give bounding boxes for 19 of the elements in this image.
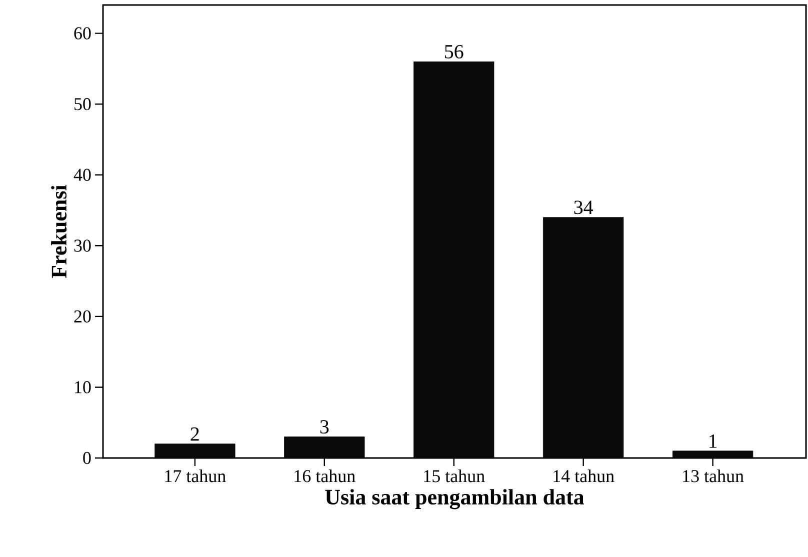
data-label: 1 <box>710 434 717 448</box>
x-tick-label: 16 tahun <box>294 470 356 482</box>
y-tick-label: 40 <box>74 168 91 181</box>
x-tick-label: 14 tahun <box>554 470 614 482</box>
y-tick-label: 10 <box>75 381 91 394</box>
y-axis-title: Frekuensi <box>51 184 67 278</box>
x-tick-label: 17 tahun <box>165 470 226 482</box>
y-tick-label: 60 <box>74 27 91 40</box>
x-tick-label: 13 tahun <box>683 470 744 482</box>
y-tick-label: 20 <box>74 310 91 323</box>
data-label: 56 <box>445 44 464 58</box>
data-label: 3 <box>320 420 329 434</box>
data-label: 2 <box>190 427 199 441</box>
x-tick-label: 15 tahun <box>424 470 485 482</box>
y-tick-label: 30 <box>74 240 91 252</box>
y-tick-label: 0 <box>83 452 91 464</box>
x-axis-title: Usia saat pengambilan data <box>325 489 584 510</box>
y-tick-label: 50 <box>74 98 91 110</box>
data-label: 34 <box>574 200 594 214</box>
